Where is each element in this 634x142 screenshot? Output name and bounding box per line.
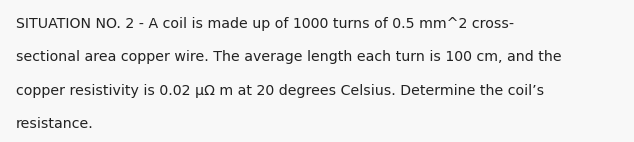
Text: resistance.: resistance. <box>16 117 94 131</box>
Text: copper resistivity is 0.02 μΩ m at 20 degrees Celsius. Determine the coil’s: copper resistivity is 0.02 μΩ m at 20 de… <box>16 84 544 98</box>
Text: SITUATION NO. 2 - A coil is made up of 1000 turns of 0.5 mm^2 cross-: SITUATION NO. 2 - A coil is made up of 1… <box>16 17 514 31</box>
Text: sectional area copper wire. The average length each turn is 100 cm, and the: sectional area copper wire. The average … <box>16 50 562 64</box>
